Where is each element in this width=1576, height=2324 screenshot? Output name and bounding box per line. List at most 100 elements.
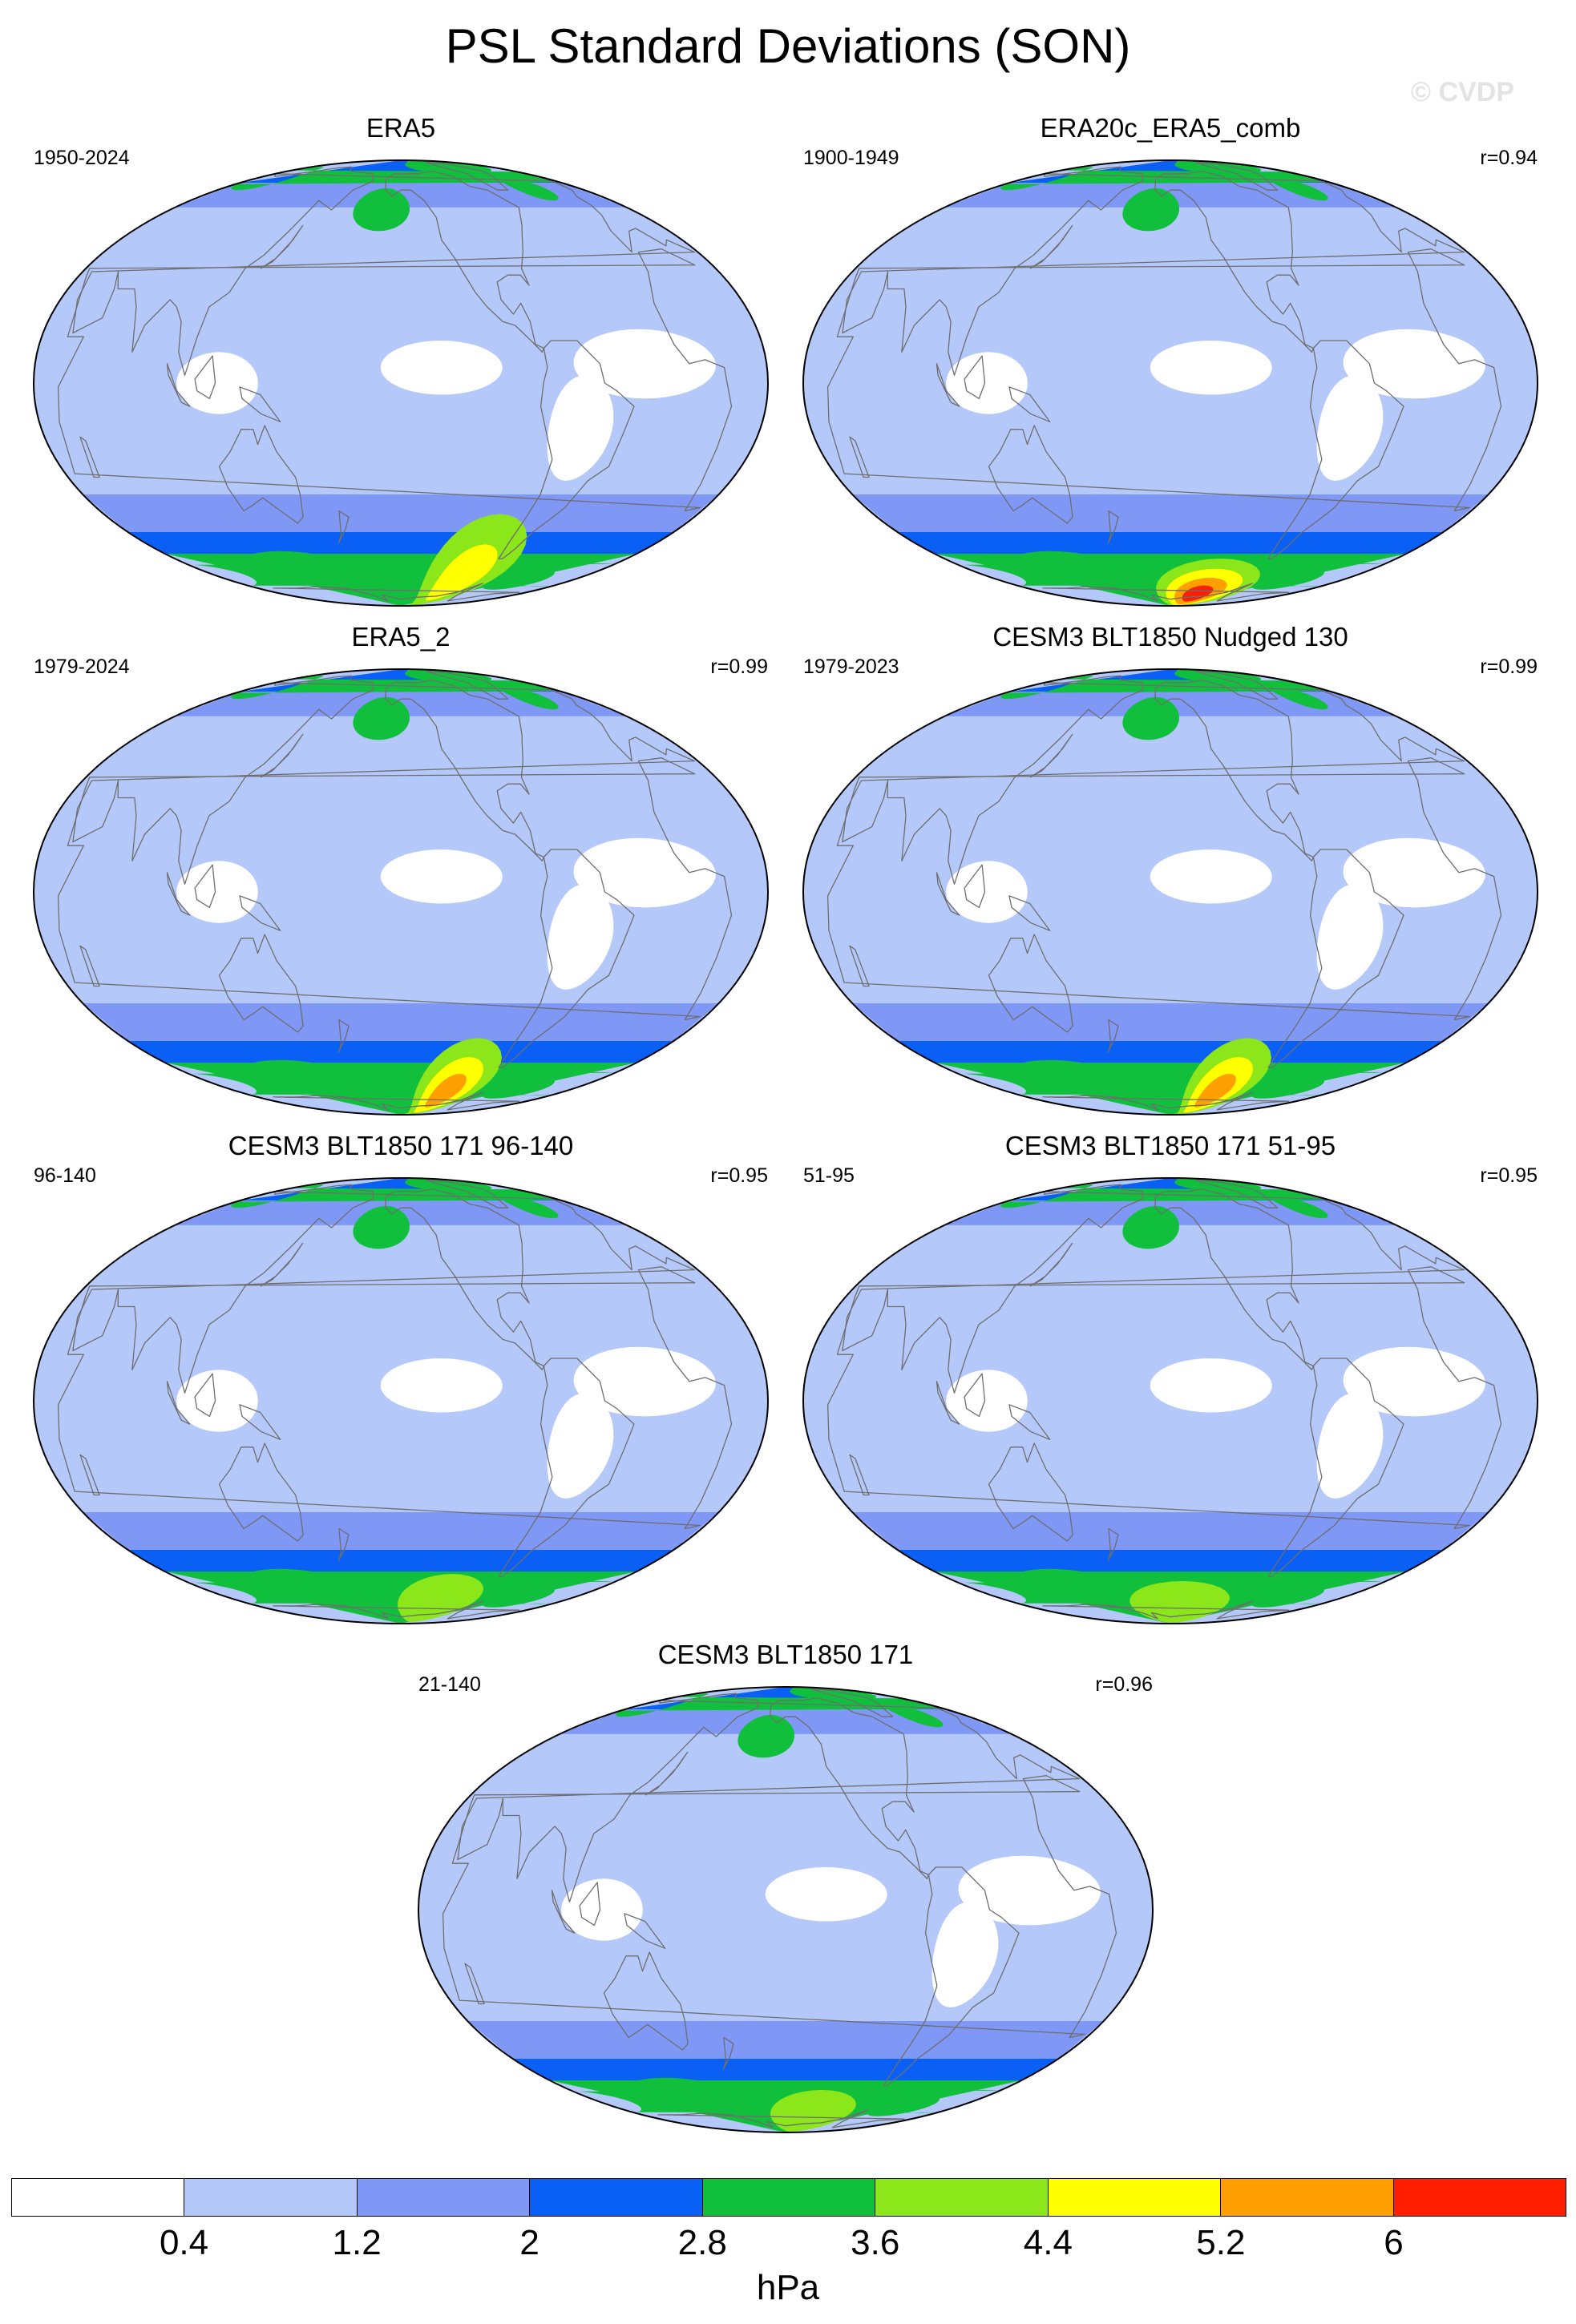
coastline: [579, 1882, 601, 1927]
coastline: [194, 864, 216, 909]
map-boundary: [33, 1177, 769, 1624]
coastline: [72, 166, 696, 376]
low-variance-region: [1150, 1358, 1272, 1413]
coastline: [935, 363, 960, 407]
psl-stddev-map: [33, 159, 769, 607]
colorbar-tick-label: 1.2: [332, 2223, 382, 2262]
coastline: [1267, 1358, 1404, 1577]
panel-period: 1979-2024: [34, 656, 130, 678]
panel-period: 51-95: [803, 1164, 855, 1187]
panel-period: 21-140: [418, 1673, 481, 1696]
contour-cell: [1122, 1205, 1179, 1249]
coastline: [988, 1442, 1073, 1542]
contour-layer: [803, 1178, 1538, 1624]
colorbar-tick-label: 6: [1384, 2223, 1404, 2262]
contour-band: [852, 494, 1489, 532]
contour-layer: [34, 1178, 768, 1624]
coastline: [849, 945, 870, 987]
coastline: [79, 945, 100, 987]
cvdp-watermark: © CVDP: [1411, 77, 1514, 107]
coastline: [498, 340, 635, 559]
coastline: [72, 1184, 696, 1394]
coastline: [239, 386, 281, 422]
contour-cell: [353, 1205, 410, 1249]
coastline: [273, 1600, 520, 1620]
low-variance-region: [946, 1370, 1028, 1432]
coastline: [988, 425, 1073, 524]
contour-cell: [1251, 1076, 1324, 1099]
contour-band: [83, 494, 719, 532]
panel-correlation: r=0.95: [710, 1164, 768, 1187]
coastline: [260, 1242, 304, 1287]
low-variance-region: [547, 884, 614, 990]
colorbar-swatch: [530, 2179, 703, 2216]
coastline: [1042, 1091, 1290, 1111]
coastline: [218, 934, 304, 1033]
colorbar-tick-label: 0.4: [159, 2223, 209, 2262]
contour-cell: [616, 1693, 944, 1717]
coastline: [498, 849, 635, 1068]
low-variance-region: [946, 861, 1028, 923]
low-variance-region: [1316, 375, 1384, 481]
panel-correlation: r=0.95: [1480, 1164, 1538, 1187]
panel-cesm3-171-51-95: CESM3 BLT1850 171 51-95 51-95 r=0.95: [802, 1130, 1539, 1627]
contour-cell: [405, 1178, 492, 1192]
panel-title: CESM3 BLT1850 171 96-140: [228, 1131, 574, 1160]
contour-layer: [34, 160, 768, 606]
low-variance-region: [1150, 849, 1272, 904]
coastline: [1008, 895, 1051, 931]
coastline: [810, 1689, 894, 1717]
coastline: [166, 363, 191, 407]
coastline: [385, 1188, 545, 1370]
coastline: [1154, 1188, 1315, 1370]
low-variance-region: [1343, 1346, 1485, 1417]
coastline: [657, 2109, 905, 2128]
colorbar-labels: 0.4 1.2 2 2.8 3.6 4.4 5.2 6: [11, 2221, 1566, 2266]
panel-title: ERA20c_ERA5_comb: [1040, 113, 1301, 143]
contour-band: [897, 1550, 1444, 1572]
low-variance-region: [573, 329, 716, 399]
contour-cell: [481, 1076, 555, 1099]
coastline: [457, 1693, 1081, 1902]
contour-cell: [353, 696, 410, 740]
coastline: [1029, 733, 1073, 778]
contour-cell: [353, 188, 410, 232]
panel-cesm3-171-96-140: CESM3 BLT1850 171 96-140 96-140 r=0.95: [32, 1130, 770, 1627]
coastline: [826, 757, 1502, 1021]
coastline: [464, 1963, 485, 2005]
coastline: [964, 1373, 986, 1418]
colorbar-tick-label: 3.6: [851, 2223, 900, 2262]
figure-title: PSL Standard Deviations (SON): [445, 19, 1131, 73]
panel-correlation: r=0.99: [710, 656, 768, 678]
coastline: [218, 1442, 304, 1542]
low-variance-region: [946, 352, 1028, 414]
coastline: [337, 1527, 350, 1562]
coastline: [603, 1951, 689, 2051]
low-variance-region: [547, 1393, 614, 1499]
coastline: [498, 1358, 635, 1577]
panel-cesm3-nudged-130: CESM3 BLT1850 Nudged 130 1979-2023 r=0.9…: [802, 621, 1539, 1118]
contour-layer: [418, 1687, 1153, 2132]
coastline: [770, 1697, 930, 1879]
coastline: [1008, 1404, 1051, 1440]
panel-correlation: r=0.94: [1480, 147, 1538, 169]
coastline: [826, 1266, 1502, 1530]
contour-cell: [1000, 1184, 1328, 1208]
coastline: [337, 1019, 350, 1053]
contour-layer: [34, 669, 768, 1115]
contour-band: [127, 1041, 674, 1063]
panel-era5: ERA5 1950-2024: [32, 112, 770, 609]
colorbar-swatch: [702, 2179, 876, 2216]
panel-title: ERA5_2: [351, 622, 451, 652]
coastline: [849, 1454, 870, 1496]
coastline: [1107, 510, 1119, 544]
contour-band: [127, 532, 674, 554]
contour-layer: [803, 160, 1538, 606]
colorbar-swatch: [357, 2179, 531, 2216]
contour-band: [852, 1512, 1489, 1550]
panel-correlation: r=0.96: [1095, 1673, 1153, 1696]
contour-cell: [481, 1585, 555, 1608]
contour-cell: [866, 2094, 940, 2116]
contour-cell: [1122, 188, 1179, 232]
low-variance-region: [176, 1370, 258, 1432]
